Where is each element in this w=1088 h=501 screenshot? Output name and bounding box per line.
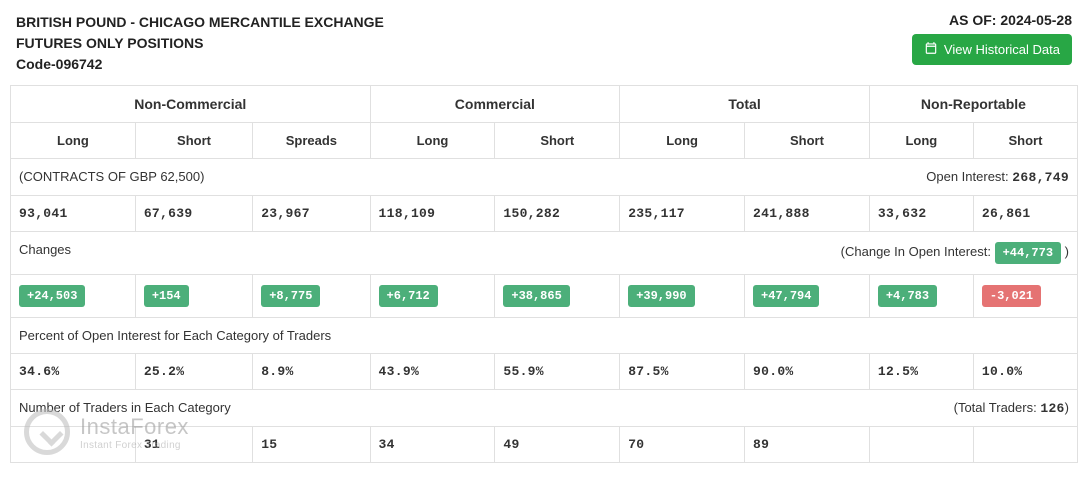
change-oi-note: (Change In Open Interest: +44,773 ) bbox=[841, 242, 1069, 264]
sub-header-row: Long Short Spreads Long Short Long Short… bbox=[11, 123, 1078, 159]
cot-table: Non-Commercial Commercial Total Non-Repo… bbox=[10, 85, 1078, 463]
change-cell: +154 bbox=[135, 275, 252, 318]
changes-row: +24,503 +154 +8,775 +6,712 +38,865 +39,9… bbox=[11, 275, 1078, 318]
change-cell: +8,775 bbox=[253, 275, 370, 318]
trader-count-cell bbox=[11, 427, 136, 463]
positions-row: 93,041 67,639 23,967 118,109 150,282 235… bbox=[11, 196, 1078, 232]
percent-cell: 87.5% bbox=[620, 354, 745, 390]
view-historical-button[interactable]: View Historical Data bbox=[912, 34, 1072, 65]
change-oi-tail: ) bbox=[1065, 244, 1069, 259]
subhead-cell: Short bbox=[495, 123, 620, 159]
percent-row: 34.6% 25.2% 8.9% 43.9% 55.9% 87.5% 90.0%… bbox=[11, 354, 1078, 390]
percent-cell: 25.2% bbox=[135, 354, 252, 390]
percent-cell: 34.6% bbox=[11, 354, 136, 390]
position-cell: 33,632 bbox=[869, 196, 973, 232]
position-cell: 26,861 bbox=[973, 196, 1077, 232]
change-badge: +4,783 bbox=[878, 285, 937, 307]
traders-label: Number of Traders in Each Category bbox=[19, 400, 231, 415]
col-group-total: Total bbox=[620, 86, 870, 123]
trader-count-cell bbox=[869, 427, 973, 463]
total-traders-note: (Total Traders: 126) bbox=[954, 400, 1069, 416]
change-cell: +39,990 bbox=[620, 275, 745, 318]
position-cell: 150,282 bbox=[495, 196, 620, 232]
percent-cell: 43.9% bbox=[370, 354, 495, 390]
total-traders-value: 126 bbox=[1040, 401, 1064, 416]
change-badge: -3,021 bbox=[982, 285, 1041, 307]
title-line-1: BRITISH POUND - CHICAGO MERCANTILE EXCHA… bbox=[16, 12, 384, 33]
group-header-row: Non-Commercial Commercial Total Non-Repo… bbox=[11, 86, 1078, 123]
percent-label-row: Percent of Open Interest for Each Catego… bbox=[11, 318, 1078, 354]
changes-label-row: Changes (Change In Open Interest: +44,77… bbox=[11, 232, 1078, 275]
as-of-line: AS OF: 2024-05-28 bbox=[912, 12, 1072, 28]
trader-count-cell: 89 bbox=[745, 427, 870, 463]
position-cell: 235,117 bbox=[620, 196, 745, 232]
change-badge: +39,990 bbox=[628, 285, 694, 307]
change-cell: +47,794 bbox=[745, 275, 870, 318]
subhead-cell: Long bbox=[869, 123, 973, 159]
asof-label: AS OF: bbox=[949, 12, 996, 28]
position-cell: 23,967 bbox=[253, 196, 370, 232]
change-badge: +38,865 bbox=[503, 285, 569, 307]
subhead-cell: Long bbox=[620, 123, 745, 159]
change-oi-badge: +44,773 bbox=[995, 242, 1061, 264]
open-interest-label: Open Interest: bbox=[926, 169, 1008, 184]
calendar-icon bbox=[924, 41, 938, 58]
report-header: BRITISH POUND - CHICAGO MERCANTILE EXCHA… bbox=[10, 8, 1078, 85]
change-badge: +24,503 bbox=[19, 285, 85, 307]
title-line-2: FUTURES ONLY POSITIONS bbox=[16, 33, 384, 54]
changes-label-cell: Changes (Change In Open Interest: +44,77… bbox=[11, 232, 1078, 275]
subhead-cell: Long bbox=[11, 123, 136, 159]
trader-count-cell: 15 bbox=[253, 427, 370, 463]
percent-cell: 12.5% bbox=[869, 354, 973, 390]
percent-cell: 55.9% bbox=[495, 354, 620, 390]
changes-label: Changes bbox=[19, 242, 71, 257]
title-line-3: Code-096742 bbox=[16, 54, 384, 75]
change-cell: +38,865 bbox=[495, 275, 620, 318]
subhead-cell: Short bbox=[135, 123, 252, 159]
change-badge: +154 bbox=[144, 285, 189, 307]
percent-cell: 10.0% bbox=[973, 354, 1077, 390]
col-group-commercial: Commercial bbox=[370, 86, 620, 123]
percent-cell: 8.9% bbox=[253, 354, 370, 390]
position-cell: 241,888 bbox=[745, 196, 870, 232]
percent-cell: 90.0% bbox=[745, 354, 870, 390]
contracts-note-text: (CONTRACTS OF GBP 62,500) bbox=[19, 169, 204, 184]
change-cell: +6,712 bbox=[370, 275, 495, 318]
trader-count-cell: 70 bbox=[620, 427, 745, 463]
traders-label-cell: Number of Traders in Each Category (Tota… bbox=[11, 390, 1078, 427]
view-historical-label: View Historical Data bbox=[944, 42, 1060, 57]
total-traders-label: (Total Traders: bbox=[954, 400, 1037, 415]
header-right-block: AS OF: 2024-05-28 View Historical Data bbox=[912, 12, 1072, 65]
trader-counts-row: 31 15 34 49 70 89 bbox=[11, 427, 1078, 463]
trader-count-cell: 49 bbox=[495, 427, 620, 463]
change-cell: -3,021 bbox=[973, 275, 1077, 318]
change-oi-label: (Change In Open Interest: bbox=[841, 244, 991, 259]
open-interest-note: Open Interest: 268,749 bbox=[926, 169, 1069, 185]
change-badge: +47,794 bbox=[753, 285, 819, 307]
position-cell: 67,639 bbox=[135, 196, 252, 232]
col-group-noncommercial: Non-Commercial bbox=[11, 86, 371, 123]
open-interest-value: 268,749 bbox=[1012, 170, 1069, 185]
trader-count-cell: 34 bbox=[370, 427, 495, 463]
position-cell: 118,109 bbox=[370, 196, 495, 232]
subhead-cell: Short bbox=[745, 123, 870, 159]
contracts-note-row: (CONTRACTS OF GBP 62,500) Open Interest:… bbox=[11, 159, 1078, 196]
total-traders-tail: ) bbox=[1065, 400, 1069, 415]
subhead-cell: Spreads bbox=[253, 123, 370, 159]
percent-label-cell: Percent of Open Interest for Each Catego… bbox=[11, 318, 1078, 354]
trader-count-cell bbox=[973, 427, 1077, 463]
trader-count-cell: 31 bbox=[135, 427, 252, 463]
asof-date: 2024-05-28 bbox=[1000, 12, 1072, 28]
subhead-cell: Short bbox=[973, 123, 1077, 159]
change-cell: +4,783 bbox=[869, 275, 973, 318]
col-group-nonreportable: Non-Reportable bbox=[869, 86, 1077, 123]
contracts-note-cell: (CONTRACTS OF GBP 62,500) Open Interest:… bbox=[11, 159, 1078, 196]
change-cell: +24,503 bbox=[11, 275, 136, 318]
position-cell: 93,041 bbox=[11, 196, 136, 232]
change-badge: +6,712 bbox=[379, 285, 438, 307]
change-badge: +8,775 bbox=[261, 285, 320, 307]
traders-label-row: Number of Traders in Each Category (Tota… bbox=[11, 390, 1078, 427]
header-title-block: BRITISH POUND - CHICAGO MERCANTILE EXCHA… bbox=[16, 12, 384, 75]
subhead-cell: Long bbox=[370, 123, 495, 159]
